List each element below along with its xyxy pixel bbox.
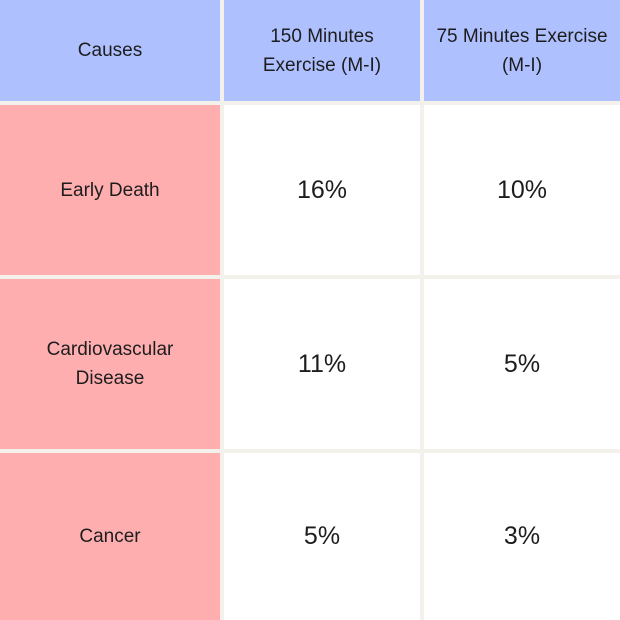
header-75-minutes-label: 75 Minutes Exercise (M-I) bbox=[436, 25, 608, 76]
header-150-minutes: 150 Minutes Exercise (M-I) bbox=[224, 0, 420, 101]
table-cell: 3% bbox=[424, 453, 620, 620]
table-cell: 10% bbox=[424, 105, 620, 275]
cause-label: Cancer bbox=[79, 526, 141, 547]
cause-label: Cardiovascular Disease bbox=[46, 339, 174, 389]
header-causes: Causes bbox=[0, 0, 220, 101]
table-cell: 11% bbox=[224, 279, 420, 449]
row-cause-cardiovascular-disease: Cardiovascular Disease bbox=[0, 279, 220, 449]
row-cause-early-death: Early Death bbox=[0, 105, 220, 275]
header-causes-label: Causes bbox=[77, 40, 143, 61]
table-cell: 5% bbox=[224, 453, 420, 620]
value-75-minutes: 5% bbox=[503, 349, 541, 378]
table-cell: 16% bbox=[224, 105, 420, 275]
value-75-minutes: 10% bbox=[496, 175, 548, 204]
table-cell: 5% bbox=[424, 279, 620, 449]
value-150-minutes: 5% bbox=[303, 522, 341, 550]
header-75-minutes: 75 Minutes Exercise (M-I) bbox=[424, 0, 620, 101]
header-150-minutes-label: 150 Minutes Exercise (M-I) bbox=[262, 25, 382, 76]
cause-label: Early Death bbox=[60, 179, 160, 201]
value-75-minutes: 3% bbox=[503, 522, 541, 550]
value-150-minutes: 16% bbox=[296, 175, 348, 204]
value-150-minutes: 11% bbox=[297, 349, 347, 378]
row-cause-cancer: Cancer bbox=[0, 453, 220, 620]
